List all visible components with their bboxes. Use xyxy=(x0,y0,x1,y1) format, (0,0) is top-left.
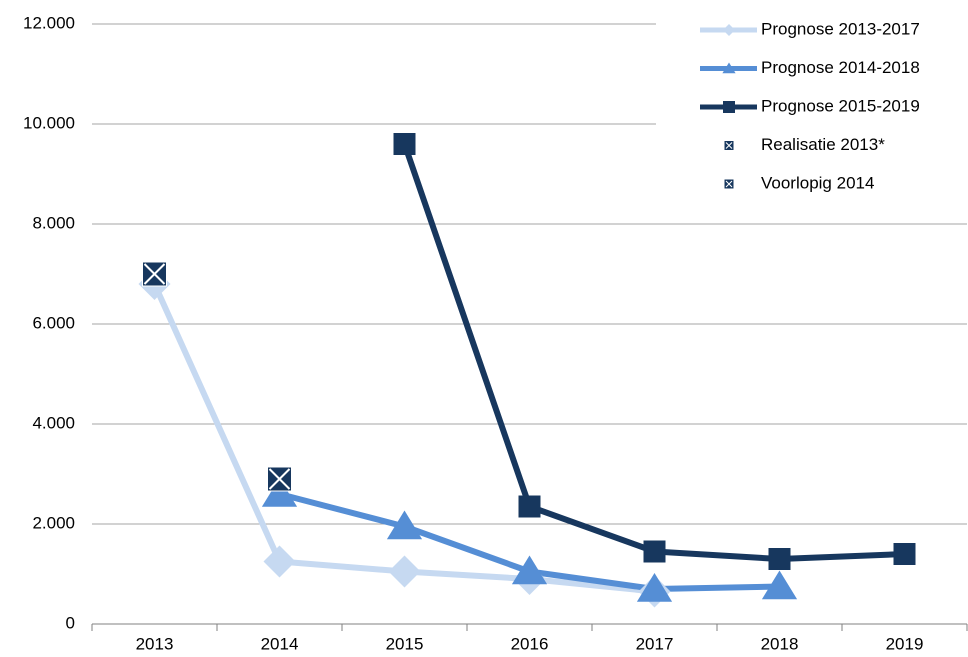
legend-label: Realisatie 2013* xyxy=(761,135,885,154)
x-tick-label: 2017 xyxy=(636,634,674,653)
marker xyxy=(261,478,298,507)
y-tick-label: 4.000 xyxy=(32,413,75,432)
marker xyxy=(768,548,791,570)
y-tick-label: 8.000 xyxy=(32,213,75,232)
y-tick-label: 6.000 xyxy=(32,313,75,332)
marker xyxy=(761,570,798,600)
marker xyxy=(263,545,296,578)
legend-label: Prognose 2014-2018 xyxy=(761,58,920,77)
marker xyxy=(388,555,421,588)
marker xyxy=(723,178,735,190)
marker-cross xyxy=(143,263,166,285)
series-line xyxy=(151,282,655,595)
marker xyxy=(636,573,673,602)
marker xyxy=(393,133,416,155)
marker-cross xyxy=(268,468,291,490)
marker xyxy=(267,466,292,492)
marker xyxy=(518,495,541,518)
x-tick-label: 2019 xyxy=(886,634,924,653)
x-tick-label: 2015 xyxy=(386,634,424,653)
marker xyxy=(893,543,916,565)
y-tick-label: 2.000 xyxy=(32,513,75,532)
x-tick-label: 2013 xyxy=(136,634,174,653)
marker xyxy=(723,140,735,151)
marker xyxy=(722,62,736,74)
y-tick-label: 10.000 xyxy=(23,113,75,132)
marker xyxy=(723,24,735,36)
y-tick-label: 0 xyxy=(66,613,75,632)
legend-label: Prognose 2015-2019 xyxy=(761,96,920,115)
legend-label: Prognose 2013-2017 xyxy=(761,19,920,38)
marker xyxy=(511,555,548,585)
marker xyxy=(142,261,167,287)
x-tick-label: 2018 xyxy=(761,634,799,653)
legend-label: Voorlopig 2014 xyxy=(761,173,874,192)
series-line xyxy=(401,143,905,562)
x-tick-label: 2016 xyxy=(511,634,549,653)
marker xyxy=(643,540,666,563)
marker-cross xyxy=(725,142,733,149)
x-tick-label: 2014 xyxy=(261,634,299,653)
marker xyxy=(386,510,423,540)
marker-cross xyxy=(725,180,733,188)
y-tick-label: 12.000 xyxy=(23,13,75,32)
marker xyxy=(723,101,735,113)
